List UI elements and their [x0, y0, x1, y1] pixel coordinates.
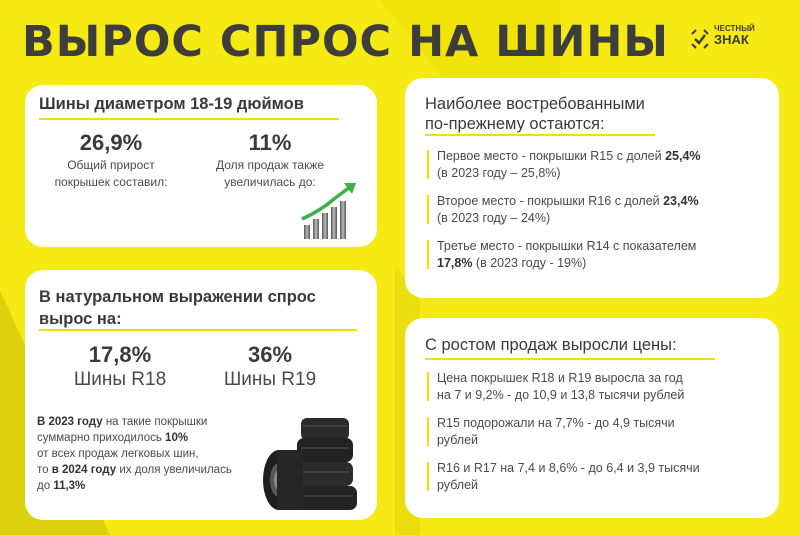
item-value: 17,8% [437, 255, 473, 270]
item-text: R16 и R17 на 7,4 и 8,6% - до 6,4 и 3,9 т… [437, 461, 700, 475]
stat-r18: 17,8% [88, 342, 152, 367]
item-text: Цена покрышек R18 и R19 выросла за год [437, 371, 683, 385]
title-line: Наиболее востребованными [425, 95, 645, 113]
card-popular: Наиболее востребованными по-прежнему ост… [405, 78, 779, 298]
stat-share: 11% [248, 130, 292, 155]
list-item: Первое место - покрышки R15 с долей 25,4… [427, 148, 767, 181]
list-item: Третье место - покрышки R14 с показателе… [427, 238, 767, 271]
card-popular-title: Наиболее востребованными по-прежнему ост… [425, 94, 645, 134]
note-text: на такие покрышки [102, 416, 208, 428]
caption-line: Общий прирост [67, 158, 155, 172]
item-text: Третье место - покрышки R14 с показателе… [437, 239, 697, 253]
caption-line: увеличилась до: [224, 175, 316, 189]
item-text: на 7 и 9,2% - до 10,9 и 13,8 тысячи рубл… [437, 387, 685, 402]
list-item: Второе место - покрышки R16 с долей 23,4… [427, 193, 767, 226]
card-natural: В натуральном выражении спрос вырос на: … [25, 270, 377, 520]
brand-logo: ЧЕСТНЫЙ ЗНАК [690, 24, 780, 54]
stat-r19: 36% [247, 342, 293, 367]
growth-chart-icon [301, 183, 356, 239]
item-sub: (в 2023 году – 25,8%) [437, 165, 561, 180]
item-sub: (в 2023 году – 24%) [437, 210, 551, 225]
note-text: от всех продаж легковых шин, [37, 448, 199, 460]
note-text: то [37, 464, 52, 476]
stat-total-growth-caption: Общий прирост покрышек составил: [45, 157, 177, 191]
caption-line: Доля продаж также [215, 158, 325, 172]
page-title: ВЫРОС СПРОС НА ШИНЫ [22, 17, 669, 67]
title-underline [425, 134, 655, 136]
list-item: R16 и R17 на 7,4 и 8,6% - до 6,4 и 3,9 т… [427, 460, 772, 493]
card-diameter-title: Шины диаметром 18-19 дюймов [39, 95, 304, 113]
note-bold: 11,3% [53, 480, 86, 492]
list-item: R15 подорожали на 7,7% - до 4,9 тысячи р… [427, 415, 772, 448]
title-line: вырос на: [39, 310, 122, 328]
item-value: 23,4% [663, 194, 699, 208]
item-text: Второе место - покрышки R16 с долей [437, 194, 664, 208]
logo-text-top: ЧЕСТНЫЙ [714, 24, 755, 33]
title-underline [425, 358, 715, 360]
item-value: 25,4% [665, 149, 701, 163]
logo-text-bottom: ЗНАК [714, 32, 749, 47]
card-prices: С ростом продаж выросли цены: Цена покры… [405, 318, 779, 518]
item-text: рублей [437, 432, 479, 447]
share-note: В 2023 году на такие покрышки суммарно п… [37, 414, 267, 494]
prices-list: Цена покрышек R18 и R19 выросла за год н… [427, 370, 772, 493]
note-text: их доля увеличилась [116, 464, 232, 476]
card-diameter: Шины диаметром 18-19 дюймов 26,9% Общий … [25, 85, 377, 247]
stat-r18-label: Шины R18 [73, 369, 167, 390]
note-bold: 10% [165, 432, 189, 444]
popular-list: Первое место - покрышки R15 с долей 25,4… [427, 148, 767, 271]
card-prices-title: С ростом продаж выросли цены: [425, 336, 677, 354]
stat-r19-label: Шины R19 [223, 369, 317, 390]
item-text: рублей [437, 477, 479, 492]
card-natural-title: В натуральном выражении спрос вырос на: [39, 286, 316, 330]
item-sub: (в 2023 году - 19%) [472, 255, 587, 270]
note-text: до [37, 480, 54, 492]
title-underline [39, 118, 339, 120]
tires-stack-icon [263, 418, 357, 510]
note-bold: в 2024 году [51, 464, 117, 476]
item-text: Первое место - покрышки R15 с долей [437, 149, 666, 163]
title-line: по-прежнему остаются: [425, 115, 605, 133]
title-line: В натуральном выражении спрос [39, 288, 316, 306]
note-text: суммарно приходилось [37, 432, 166, 444]
item-text: R15 подорожали на 7,7% - до 4,9 тысячи [437, 416, 675, 430]
note-bold: В 2023 году [37, 416, 103, 428]
list-item: Цена покрышек R18 и R19 выросла за год н… [427, 370, 772, 403]
caption-line: покрышек составил: [54, 175, 168, 189]
title-underline [39, 329, 357, 331]
logo-icon [691, 29, 709, 49]
stat-share-caption: Доля продаж также увеличилась до: [205, 157, 335, 191]
stat-total-growth: 26,9% [79, 130, 143, 155]
